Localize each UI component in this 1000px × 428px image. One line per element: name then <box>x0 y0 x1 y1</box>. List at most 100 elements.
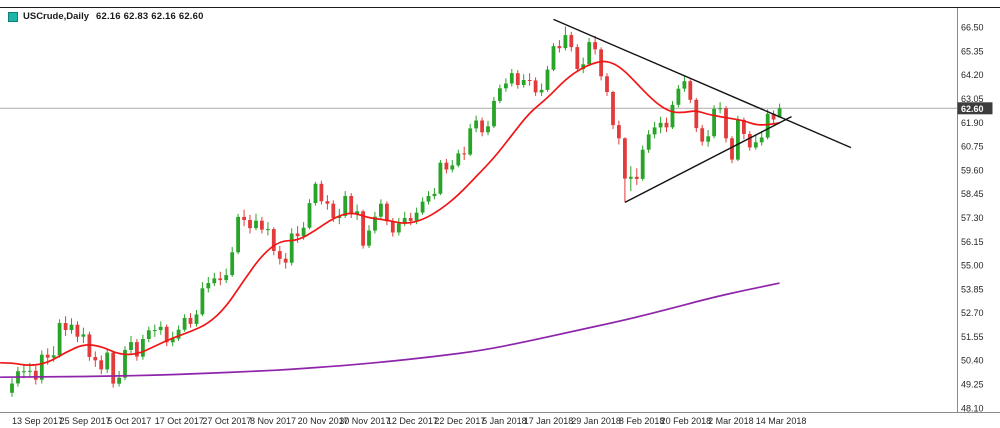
candle-body <box>688 81 693 100</box>
ma-slow-purple <box>0 282 780 379</box>
date-tick-label: 20 Nov 2017 <box>298 416 349 426</box>
candle-body <box>188 317 193 324</box>
date-tick-label: 17 Oct 2017 <box>155 416 204 426</box>
price-tick-label: 55.00 <box>961 261 984 271</box>
candle-body <box>349 196 354 215</box>
candle-body <box>337 215 342 218</box>
candle-body <box>551 46 556 70</box>
candle-body <box>271 229 276 251</box>
candle-body <box>718 108 722 110</box>
candle-body <box>28 370 32 372</box>
date-tick-label: 8 Nov 2017 <box>250 416 296 426</box>
candle-body <box>402 218 407 224</box>
price-tick-label: 52.70 <box>961 308 984 318</box>
candle-body <box>69 324 74 331</box>
candle-body <box>611 92 615 126</box>
candle-body <box>474 120 478 129</box>
candle-body <box>498 88 502 101</box>
candle-body <box>724 108 728 139</box>
candle-body <box>307 203 312 228</box>
candle-body <box>581 64 586 70</box>
candle-body <box>468 128 473 155</box>
candle-body <box>670 104 675 128</box>
price-tick-label: 66.50 <box>961 23 984 33</box>
last-price-tag-label: 62.60 <box>961 104 984 114</box>
ohlc-values: 62.16 62.83 62.16 62.60 <box>96 11 204 22</box>
descending-trendline[interactable] <box>553 18 852 149</box>
candle-body <box>753 142 758 148</box>
candle-body <box>319 183 324 202</box>
candle-body <box>533 80 538 93</box>
moving-averages-layer <box>0 60 780 379</box>
candle-body <box>545 69 550 90</box>
candle-body <box>152 330 157 332</box>
candle-body <box>569 35 574 48</box>
candle-body <box>617 125 621 139</box>
candle-body <box>212 278 217 284</box>
axes-layer: 66.50 65.35 64.20 63.05 61.90 60.75 59.60 58.45… <box>12 23 993 426</box>
candle-body <box>361 211 365 246</box>
candle-body <box>527 80 532 81</box>
candle-body <box>254 220 258 229</box>
candle-body <box>170 338 175 343</box>
candle-body <box>765 113 770 138</box>
candle-body <box>236 216 240 253</box>
candle-body <box>289 233 294 263</box>
candle-body <box>390 221 395 233</box>
candle-body <box>93 357 98 361</box>
candle-body <box>742 119 746 134</box>
candle-body <box>557 46 562 49</box>
candle-body <box>450 165 455 170</box>
ascending-trendline[interactable] <box>624 115 792 204</box>
candle-body <box>331 203 336 218</box>
price-tick-label: 48.10 <box>961 403 984 413</box>
candle-body <box>206 283 211 289</box>
candle-body <box>176 329 181 339</box>
price-tick-label: 64.20 <box>961 70 984 80</box>
price-tick-label: 61.90 <box>961 118 984 128</box>
price-tick-label: 49.25 <box>961 380 984 390</box>
candle-body <box>509 73 514 84</box>
candle-body <box>158 326 163 331</box>
candle-body <box>408 218 413 221</box>
candle-body <box>22 371 26 373</box>
candle-body <box>563 35 568 49</box>
trendlines-layer <box>553 18 852 204</box>
price-tick-label: 53.85 <box>961 284 984 294</box>
candle-body <box>33 370 38 380</box>
candle-body <box>777 108 782 118</box>
candle-body <box>385 203 389 222</box>
candle-body <box>39 354 44 380</box>
price-tick-label: 51.55 <box>961 332 984 342</box>
candle-body <box>444 162 449 170</box>
date-tick-label: 13 Sep 2017 <box>12 416 63 426</box>
candle-body <box>504 83 508 89</box>
candle-body <box>730 138 734 160</box>
date-tick-label: 8 Feb 2018 <box>619 416 665 426</box>
candle-body <box>682 81 687 89</box>
candle-body <box>277 251 282 259</box>
price-tick-label: 57.30 <box>961 213 984 223</box>
candle-body <box>81 334 86 337</box>
candle-body <box>111 352 116 384</box>
price-tick-label: 58.45 <box>961 189 984 199</box>
candle-body <box>367 230 371 246</box>
candle-body <box>242 216 246 220</box>
date-tick-label: 12 Dec 2017 <box>387 416 438 426</box>
candle-body <box>105 352 110 370</box>
candle-body <box>658 122 663 128</box>
candles-layer <box>10 26 782 397</box>
date-tick-label: 27 Oct 2017 <box>202 416 251 426</box>
candle-body <box>10 383 14 393</box>
date-tick-label: 17 Jan 2018 <box>524 416 574 426</box>
candle-body <box>747 134 752 148</box>
candle-body <box>694 99 699 129</box>
candle-body <box>75 324 80 337</box>
candle-body <box>438 162 443 194</box>
candle-body <box>343 196 348 216</box>
candle-body <box>462 153 467 155</box>
candle-body <box>587 42 592 65</box>
candle-body <box>515 73 520 85</box>
